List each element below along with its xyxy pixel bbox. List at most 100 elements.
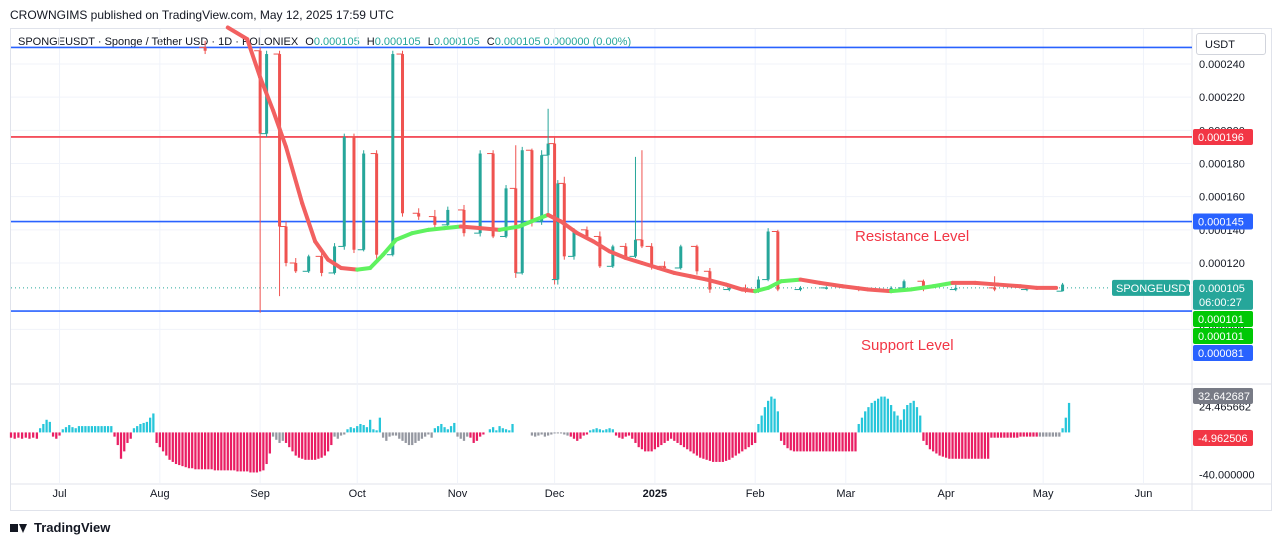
ma-segment [559, 219, 580, 236]
osc-bar [13, 432, 16, 439]
x-tick-label: Apr [938, 488, 955, 500]
osc-bar [844, 432, 847, 452]
candle-body [776, 231, 780, 290]
candle-up [949, 284, 958, 292]
osc-bar [996, 432, 999, 438]
candle-up [516, 146, 524, 275]
candle-down [289, 258, 298, 273]
osc-bar [828, 432, 831, 452]
osc-bar [1019, 432, 1022, 437]
osc-bar [957, 432, 961, 459]
osc-bar [951, 432, 954, 459]
osc-bar [9, 432, 13, 438]
ma-segment [394, 231, 415, 242]
osc-bar [142, 422, 145, 433]
osc-bar [611, 429, 614, 433]
y-tick-label: 0.000160 [1199, 192, 1245, 204]
candle-down [254, 47, 262, 313]
ma-segment [724, 282, 745, 292]
candle-up [762, 228, 770, 282]
candle-body [889, 287, 893, 290]
osc-bar [255, 432, 259, 473]
ma-segment [355, 265, 373, 272]
osc-y-tick-label: 24.465662 [1199, 402, 1251, 414]
moving-average [225, 25, 1059, 294]
osc-bar [139, 423, 142, 433]
ma-segment [339, 265, 360, 272]
osc-bar [394, 432, 398, 436]
osc-bar [191, 432, 194, 469]
osc-bar [275, 432, 278, 440]
osc-bar [938, 432, 941, 456]
osc-bar [430, 432, 433, 438]
osc-bar [391, 432, 394, 436]
candle-body [333, 246, 337, 273]
osc-bar [773, 398, 776, 433]
osc-bar [873, 400, 877, 433]
osc-bar [747, 432, 750, 448]
osc-bar [640, 432, 644, 450]
x-axis: Jul Aug Sep Oct Nov Dec 2025 Feb Mar Apr May Jun [53, 488, 1153, 500]
osc-bar [1012, 432, 1016, 438]
osc-bar [860, 417, 864, 433]
candle-down [487, 150, 495, 239]
candle-up [606, 244, 615, 268]
price-tag-resistance-red-text: 0.000196 [1198, 132, 1244, 144]
low-value: 0.000105 [433, 36, 480, 48]
candle-body [514, 188, 518, 273]
osc-bar [1042, 432, 1045, 437]
osc-bar [326, 432, 330, 452]
candle-body [640, 239, 644, 247]
ma-segment [639, 261, 661, 270]
candle-down [347, 133, 356, 254]
osc-bar [281, 432, 284, 441]
candle-down [412, 208, 421, 220]
osc-bar [572, 432, 576, 439]
osc-bar [669, 432, 673, 439]
osc-bar [864, 411, 867, 433]
ma-segment [607, 249, 628, 261]
ma-segment [225, 25, 250, 42]
candle-body [562, 183, 566, 257]
osc-bar [880, 396, 883, 433]
osc-bar [449, 426, 453, 433]
osc-bar [242, 432, 246, 472]
osc-bar [288, 432, 291, 448]
ma-segment [381, 237, 399, 257]
osc-bar [721, 432, 724, 462]
osc-bar [369, 419, 372, 433]
candle-down [457, 204, 466, 237]
osc-bar [919, 415, 922, 433]
osc-bar [239, 432, 242, 472]
price-tag-resistance-red-bg [1193, 128, 1253, 145]
osc-bar [980, 432, 983, 459]
tradingview-logo-icon [10, 522, 28, 534]
ma-segment [245, 37, 263, 80]
osc-tag-current-bg [1193, 430, 1253, 446]
ma-segment [591, 239, 612, 254]
osc-bar [20, 432, 24, 439]
osc-tag-current-text: -4.962506 [1198, 433, 1248, 445]
candle-body [540, 155, 544, 222]
osc-bar [427, 432, 430, 435]
y-tick-label: 0.000120 [1199, 258, 1245, 270]
osc-bar [158, 432, 161, 448]
osc-bar [246, 432, 249, 472]
candle-body [278, 54, 282, 227]
osc-bar [741, 432, 744, 452]
osc-bar [168, 432, 171, 460]
osc-tag-current: -4.962506 [1193, 430, 1253, 446]
price-tag-resistance-red: 0.000196 [1193, 128, 1253, 145]
osc-bar [621, 432, 624, 439]
x-tick-label: Nov [448, 488, 468, 500]
osc-bar [459, 432, 462, 439]
candle-body [284, 226, 288, 263]
osc-bar [999, 432, 1003, 438]
osc-bar [543, 432, 547, 437]
osc-bar [378, 417, 381, 433]
osc-bar [48, 421, 51, 433]
osc-bar [728, 432, 731, 460]
candle-body [352, 136, 356, 250]
currency-selector[interactable]: USDT [1196, 33, 1266, 55]
